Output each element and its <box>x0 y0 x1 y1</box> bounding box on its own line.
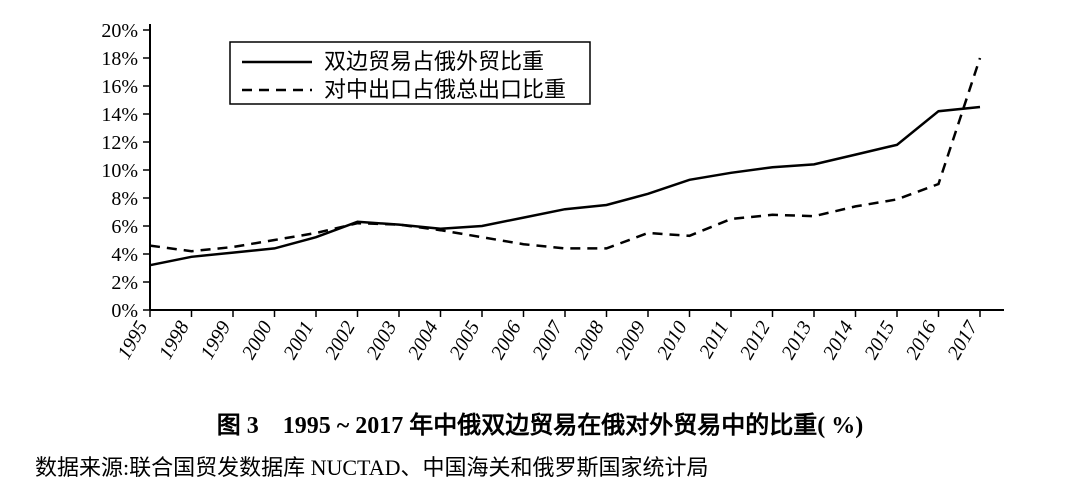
svg-text:2003: 2003 <box>362 318 401 364</box>
svg-text:1995: 1995 <box>113 318 152 364</box>
svg-text:2009: 2009 <box>611 318 650 364</box>
svg-text:18%: 18% <box>101 48 138 70</box>
svg-text:20%: 20% <box>101 20 138 42</box>
svg-text:2013: 2013 <box>777 318 816 364</box>
svg-text:2011: 2011 <box>695 318 733 362</box>
svg-text:2004: 2004 <box>404 318 443 364</box>
svg-text:对中出口占俄总出口比重: 对中出口占俄总出口比重 <box>324 77 566 102</box>
svg-text:6%: 6% <box>111 216 138 238</box>
svg-text:2016: 2016 <box>902 318 941 364</box>
svg-text:2002: 2002 <box>321 318 360 364</box>
svg-text:2005: 2005 <box>445 318 484 364</box>
svg-text:双边贸易占俄外贸比重: 双边贸易占俄外贸比重 <box>324 49 544 74</box>
svg-text:1998: 1998 <box>155 318 194 364</box>
svg-text:2001: 2001 <box>279 318 318 364</box>
svg-text:2006: 2006 <box>487 318 526 364</box>
svg-text:14%: 14% <box>101 104 138 126</box>
line-chart: 0%2%4%6%8%10%12%14%16%18%20%199519981999… <box>60 20 1020 380</box>
svg-text:2000: 2000 <box>238 318 277 364</box>
svg-text:2%: 2% <box>111 272 138 294</box>
svg-text:16%: 16% <box>101 76 138 98</box>
svg-text:4%: 4% <box>111 244 138 266</box>
chart-caption: 图 3 1995 ~ 2017 年中俄双边贸易在俄对外贸易中的比重( %) <box>0 405 1080 440</box>
svg-text:2010: 2010 <box>653 318 692 364</box>
chart-svg: 0%2%4%6%8%10%12%14%16%18%20%199519981999… <box>60 20 1020 380</box>
svg-text:2014: 2014 <box>819 318 858 364</box>
svg-text:1999: 1999 <box>196 318 235 364</box>
svg-text:2008: 2008 <box>570 318 609 364</box>
svg-text:2017: 2017 <box>943 317 983 364</box>
svg-text:2015: 2015 <box>860 318 899 364</box>
svg-text:10%: 10% <box>101 160 138 182</box>
svg-text:12%: 12% <box>101 132 138 154</box>
series-solid <box>150 107 980 265</box>
svg-text:2012: 2012 <box>736 318 775 364</box>
svg-text:8%: 8% <box>111 188 138 210</box>
data-source: 数据来源:联合国贸发数据库 NUCTAD、中国海关和俄罗斯国家统计局 <box>35 450 709 482</box>
svg-text:2007: 2007 <box>528 317 568 364</box>
